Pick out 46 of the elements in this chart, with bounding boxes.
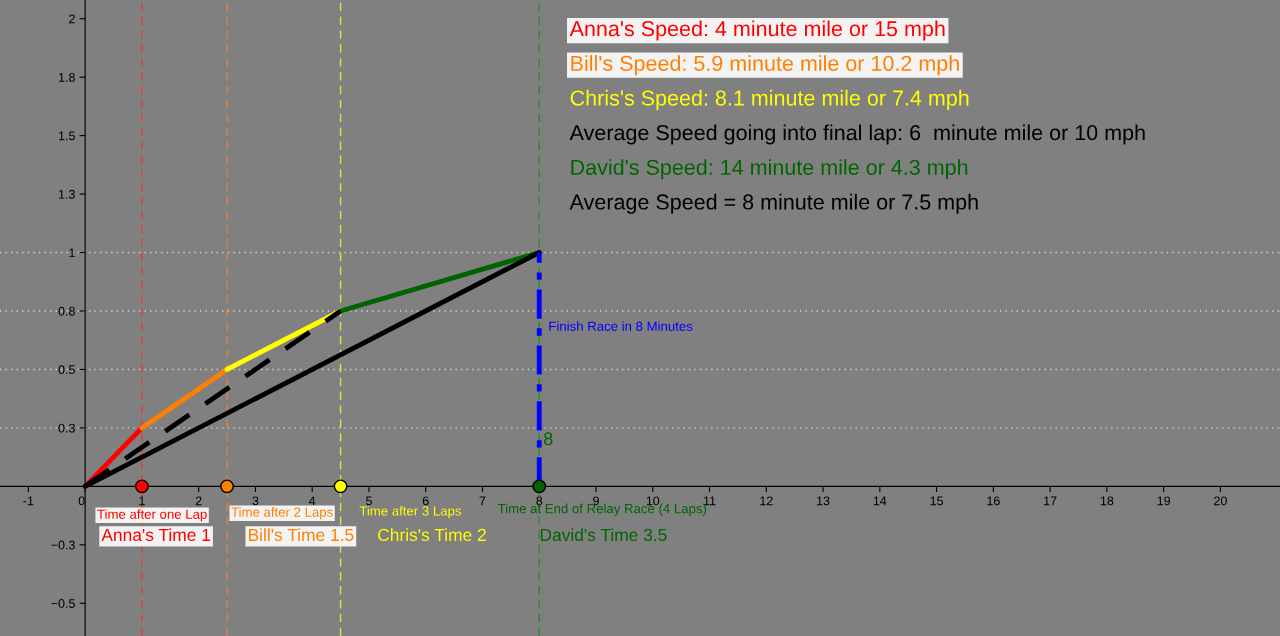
annotation: Bill's Speed: 5.9 minute mile or 10.2 mph [571,55,959,76]
annotation: David's Speed: 14 minute mile or 4.3 mph [571,159,968,180]
x-tick-label: 0 [78,496,85,506]
y-tick-label: 0.8 [58,306,75,316]
x-tick-label: 20 [1214,496,1227,506]
y-tick-label: 2 [69,14,75,24]
annotation: David's Time 3.5 [540,528,667,542]
x-tick-label: 15 [930,496,944,506]
x-tick-label: 10 [646,496,660,506]
y-tick-label: 0.5 [58,365,75,375]
annotation: Average Speed going into final lap: 6 minute mile or 10 mph [569,124,1145,145]
x-tick-label: 18 [1100,496,1114,506]
annotation: Time after 2 Laps [231,507,333,520]
x-tick-label: 6 [422,496,429,506]
x-tick-label: 11 [704,496,716,506]
x-tick-label: 19 [1157,496,1170,506]
x-tick-label: 8 [536,496,543,506]
annotation: 8 [544,432,553,446]
y-tick-label: 1.3 [59,189,75,199]
annotation: Average Speed = 8 minute mile or 7.5 mph [569,193,978,214]
x-tick-label: 2 [195,496,202,506]
annotation: Time after one Lap [97,509,207,522]
x-tick-label: 1 [139,496,145,506]
x-tick-label: 3 [252,496,259,506]
x-tick-label: 7 [479,496,486,506]
annotation: Anna's Time 1 [101,528,210,542]
y-tick-label: 1.5 [59,131,75,141]
annotation: Chris's Time 2 [378,528,486,542]
x-tick-label: 17 [1044,496,1057,506]
x-tick-label: 16 [987,496,1000,506]
y-tick-label: −0.3 [51,540,75,550]
x-tick-label: 12 [760,496,773,506]
x-tick-label: 5 [365,496,372,506]
y-tick-label: −0.5 [51,599,75,608]
x-tick-label: 13 [817,496,830,506]
y-tick-label: 1 [69,248,75,258]
annotation: Anna's Speed: 4 minute mile or 15 mph [569,20,945,41]
annotation: Time after 3 Laps [359,505,462,519]
x-tick-label: 4 [309,496,316,506]
y-tick-label: 0.3 [58,423,75,433]
annotation: Chris's Speed: 8.1 minute mile or 7.4 mph [570,89,969,110]
x-tick-label: -1 [23,496,34,506]
annotation: Finish Race in 8 Minutes [549,321,693,331]
x-tick-label: 14 [873,496,887,506]
annotation: Bill's Time 1.5 [248,528,354,542]
y-tick-label: 1.8 [59,72,75,82]
